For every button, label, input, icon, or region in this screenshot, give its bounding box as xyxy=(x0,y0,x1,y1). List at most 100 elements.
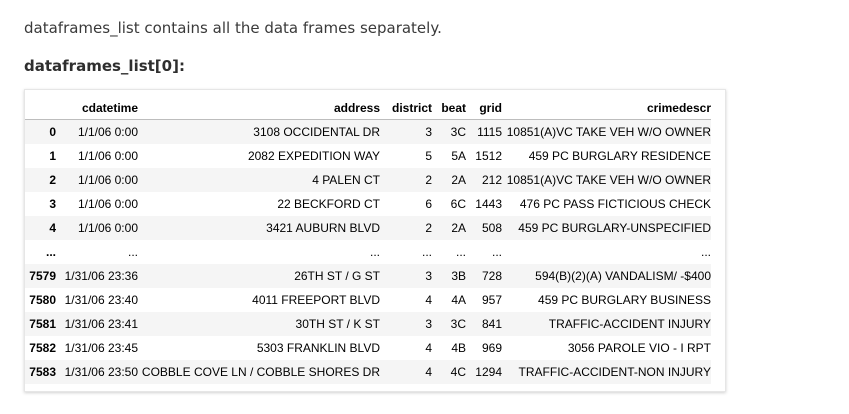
table-cell: 1/1/06 0:00 xyxy=(77,173,138,187)
dataframe-output: cdatetime address district beat grid cri… xyxy=(24,89,726,392)
table-cell: 5303 FRANKLIN BLVD xyxy=(256,341,380,355)
table-cell: 957 xyxy=(481,293,502,307)
table-cell: 3C xyxy=(450,125,466,139)
table-cell: 10851(A)VC TAKE VEH W/O OWNER xyxy=(506,125,711,139)
code-heading: dataframes_list[0]: xyxy=(24,57,185,75)
table-cell: 3 xyxy=(425,317,432,331)
table-cell: 2 xyxy=(425,221,432,235)
table-cell: 1/31/06 23:41 xyxy=(64,317,138,331)
table-row: 4 1/1/06 0:00 3421 AUBURN BLVD 2 2A 508 459 PC… xyxy=(25,216,711,240)
table-row: 7583 1/31/06 23:50 COBBLE COVE LN / COBBLE… xyxy=(25,360,711,384)
table-cell: 459 PC BURGLARY RESIDENCE xyxy=(528,149,711,163)
table-cell: 4 xyxy=(425,341,432,355)
table-row: 7580 1/31/06 23:40 4011 FREEPORT BLVD 4 4A 95… xyxy=(25,288,711,312)
column-header: district xyxy=(380,97,432,120)
table-row: 7579 1/31/06 23:36 26TH ST / G ST 3 3B 728 594… xyxy=(25,264,711,288)
row-index-cell: 1 xyxy=(49,149,56,163)
table-cell: 1/1/06 0:00 xyxy=(77,197,138,211)
table-row: 7582 1/31/06 23:45 5303 FRANKLIN BLVD 4 4B 96… xyxy=(25,336,711,360)
table-cell: 1/31/06 23:36 xyxy=(64,269,138,283)
table-cell: 4 xyxy=(425,293,432,307)
row-index-cell: 4 xyxy=(49,221,56,235)
table-cell: 4011 FREEPORT BLVD xyxy=(252,293,380,307)
table-row: 0 1/1/06 0:00 3108 OCCIDENTAL DR 3 3C 1115 108… xyxy=(25,119,711,144)
row-index-cell: 3 xyxy=(49,197,56,211)
table-cell: 4A xyxy=(451,293,466,307)
table-cell: ... xyxy=(455,245,466,259)
table-header-row: cdatetime address district beat grid cri… xyxy=(25,97,711,120)
table-cell: 1115 xyxy=(477,125,502,139)
row-index-cell: 7582 xyxy=(29,341,56,355)
table-cell: 1294 xyxy=(475,365,502,379)
column-header: address xyxy=(138,97,380,120)
table-cell: 10851(A)VC TAKE VEH W/O OWNER xyxy=(506,173,711,187)
table-cell: 1443 xyxy=(475,197,502,211)
table-cell: 3056 PAROLE VIO - I RPT xyxy=(567,341,711,355)
row-index-cell: ... xyxy=(45,245,56,259)
dataframe-table: cdatetime address district beat grid cri… xyxy=(25,97,711,384)
table-cell: ... xyxy=(700,245,711,259)
table-cell: 3421 AUBURN BLVD xyxy=(266,221,380,235)
table-cell: 4C xyxy=(450,365,466,379)
table-cell: ... xyxy=(421,245,432,259)
table-cell: 1512 xyxy=(475,149,502,163)
table-cell: 3C xyxy=(450,317,466,331)
row-index-cell: 2 xyxy=(49,173,56,187)
column-header: grid xyxy=(466,97,502,120)
column-header: cdatetime xyxy=(56,97,138,120)
table-cell: 969 xyxy=(481,341,502,355)
table-cell: ... xyxy=(491,245,502,259)
table-cell: 6 xyxy=(425,197,432,211)
table-cell: ... xyxy=(127,245,138,259)
table-cell: 30TH ST / K ST xyxy=(295,317,380,331)
table-cell: 1/1/06 0:00 xyxy=(77,125,138,139)
table-cell: 4 PALEN CT xyxy=(312,173,380,187)
table-cell: 3108 OCCIDENTAL DR xyxy=(253,125,380,139)
table-cell: 4 xyxy=(425,365,432,379)
table-cell: 26TH ST / G ST xyxy=(294,269,380,283)
table-cell: TRAFFIC-ACCIDENT INJURY xyxy=(548,317,711,331)
column-header: beat xyxy=(432,97,466,120)
table-cell: COBBLE COVE LN / COBBLE SHORES DR xyxy=(141,365,380,379)
table-cell: 2 xyxy=(425,173,432,187)
table-cell: 1/31/06 23:45 xyxy=(64,341,138,355)
column-header: crimedescr xyxy=(502,97,711,120)
table-cell: TRAFFIC-ACCIDENT-NON INJURY xyxy=(518,365,711,379)
table-row: 1 1/1/06 0:00 2082 EXPEDITION WAY 5 5A 1512 45… xyxy=(25,144,711,168)
table-cell: 594(B)(2)(A) VANDALISM/ -$400 xyxy=(535,269,711,283)
table-cell: 5 xyxy=(425,149,432,163)
table-row: 2 1/1/06 0:00 4 PALEN CT 2 2A 212 10851(A)VC T… xyxy=(25,168,711,192)
table-cell: 4B xyxy=(451,341,466,355)
table-cell: 5A xyxy=(451,149,466,163)
table-cell: 212 xyxy=(481,173,502,187)
table-cell: 3 xyxy=(425,125,432,139)
table-row: 3 1/1/06 0:00 22 BECKFORD CT 6 6C 1443 476 PC … xyxy=(25,192,711,216)
row-index-cell: 7583 xyxy=(29,365,56,379)
table-cell: 476 PC PASS FICTICIOUS CHECK xyxy=(519,197,711,211)
table-row: 7581 1/31/06 23:41 30TH ST / K ST 3 3C 841 TRA… xyxy=(25,312,711,336)
table-cell: 6C xyxy=(450,197,466,211)
row-index-cell: 0 xyxy=(49,125,56,139)
row-index-cell: 7579 xyxy=(29,269,56,283)
table-cell: 1/31/06 23:40 xyxy=(64,293,138,307)
table-cell: 459 PC BURGLARY BUSINESS xyxy=(538,293,711,307)
table-cell: 459 PC BURGLARY-UNSPECIFIED xyxy=(518,221,711,235)
table-cell: 1/1/06 0:00 xyxy=(77,221,138,235)
table-row: ..................... xyxy=(25,240,711,264)
table-cell: 2A xyxy=(451,173,466,187)
table-cell: 1/31/06 23:50 xyxy=(64,365,138,379)
table-cell: ... xyxy=(369,245,380,259)
table-cell: 2A xyxy=(451,221,466,235)
row-index-cell: 7580 xyxy=(29,293,56,307)
table-cell: 841 xyxy=(481,317,502,331)
table-cell: 728 xyxy=(481,269,502,283)
row-index-cell: 7581 xyxy=(29,317,56,331)
table-cell: 3 xyxy=(425,269,432,283)
table-cell: 508 xyxy=(481,221,502,235)
intro-text: dataframes_list contains all the data fr… xyxy=(24,19,442,37)
column-header xyxy=(25,97,56,120)
table-cell: 3B xyxy=(451,269,466,283)
table-cell: 2082 EXPEDITION WAY xyxy=(247,149,380,163)
table-cell: 1/1/06 0:00 xyxy=(77,149,138,163)
table-cell: 22 BECKFORD CT xyxy=(277,197,380,211)
